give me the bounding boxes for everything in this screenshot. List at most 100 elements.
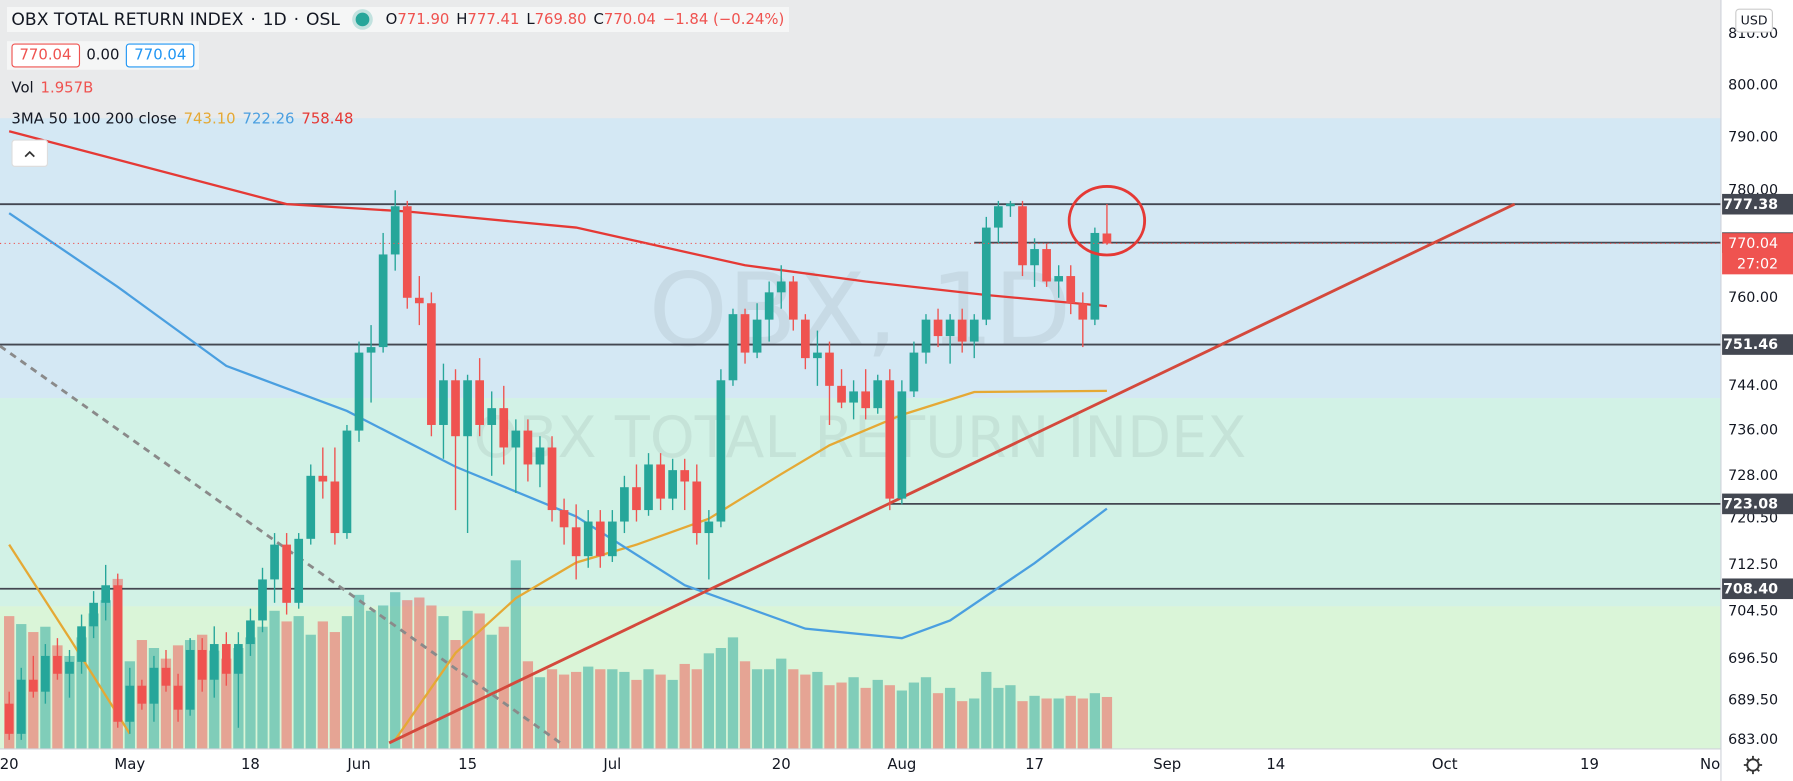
symbol-legend: OBX TOTAL RETURN INDEX · 1D · OSL O771.9… bbox=[6, 6, 789, 33]
y-tick-label: 790.00 bbox=[1728, 130, 1778, 146]
volume-bar bbox=[305, 634, 316, 749]
candle-body bbox=[414, 297, 424, 304]
volume-bar bbox=[848, 677, 859, 749]
candle-body bbox=[632, 487, 641, 511]
volume-bar bbox=[860, 687, 871, 749]
volume-bar bbox=[88, 613, 99, 749]
price-change: −1.84 (−0.24%) bbox=[662, 10, 785, 29]
candle-body bbox=[318, 475, 328, 482]
collapse-icon[interactable] bbox=[13, 141, 47, 166]
ohlc-item: C770.04 bbox=[593, 11, 655, 28]
candle-body bbox=[137, 685, 147, 704]
currency-button[interactable] bbox=[1735, 8, 1773, 33]
candle-body bbox=[330, 481, 340, 534]
volume-bar bbox=[64, 655, 75, 749]
volume-bar bbox=[546, 669, 558, 749]
candle-body bbox=[173, 685, 183, 710]
candle-body bbox=[354, 352, 364, 431]
ma-legend: 3MA 50 100 200 close 743.10 722.26 758.48 bbox=[11, 111, 353, 128]
volume-legend: Vol 1.957B bbox=[11, 80, 93, 97]
volume-bar bbox=[390, 592, 401, 749]
market-status bbox=[355, 12, 370, 27]
candle-body bbox=[342, 430, 352, 534]
volume-bar bbox=[944, 687, 956, 749]
level-label-box bbox=[1722, 578, 1793, 600]
x-tick-label: May bbox=[114, 755, 145, 773]
volume-bar bbox=[510, 560, 521, 749]
x-tick-label: 17 bbox=[1025, 755, 1044, 773]
candle-body bbox=[53, 655, 62, 674]
y-tick-label: 689.50 bbox=[1728, 693, 1778, 709]
bid[interactable]: 770.04 bbox=[11, 43, 80, 68]
y-tick-label: 712.50 bbox=[1728, 557, 1778, 573]
candle-body bbox=[656, 464, 665, 499]
current-price-label: 770.04 bbox=[1728, 236, 1778, 252]
candle-body bbox=[1102, 233, 1112, 244]
collapse-button[interactable] bbox=[11, 139, 49, 167]
ask[interactable]: 770.04 bbox=[126, 43, 195, 68]
separator: · bbox=[293, 9, 300, 30]
level-label-box bbox=[1722, 493, 1793, 515]
y-tick-label: 800.00 bbox=[1728, 78, 1778, 94]
volume-bar bbox=[607, 669, 618, 749]
x-tick-label: Aug bbox=[887, 755, 916, 773]
candle-body bbox=[752, 319, 762, 353]
candle-body bbox=[258, 579, 267, 621]
candle-body bbox=[523, 430, 533, 465]
volume-bar bbox=[969, 698, 980, 749]
volume-bar bbox=[957, 701, 968, 749]
candle-body bbox=[644, 464, 653, 511]
candle-body bbox=[149, 667, 159, 704]
candle-body bbox=[390, 206, 400, 255]
volume-bar bbox=[679, 663, 690, 749]
volume-bar bbox=[293, 616, 304, 749]
separator: · bbox=[250, 9, 256, 30]
candle-body bbox=[475, 380, 484, 425]
settings-icon[interactable] bbox=[1743, 755, 1763, 775]
candle-body bbox=[945, 319, 955, 337]
y-tick-label: 736.00 bbox=[1728, 423, 1778, 439]
volume-bar bbox=[281, 621, 292, 749]
settings-gear-teeth[interactable] bbox=[1743, 755, 1763, 775]
candle-body bbox=[463, 380, 472, 437]
candle-body bbox=[668, 470, 678, 499]
volume-bar bbox=[715, 648, 727, 749]
volume-bar bbox=[872, 679, 883, 749]
volume-bar bbox=[269, 610, 280, 749]
candle-body bbox=[1042, 249, 1051, 282]
current-price-box bbox=[1722, 233, 1793, 275]
candle-body bbox=[680, 470, 690, 482]
volume-bar bbox=[329, 632, 341, 749]
candle-body bbox=[776, 281, 786, 293]
level-label-box bbox=[1722, 193, 1793, 215]
candle-body bbox=[427, 303, 436, 425]
volume-bar bbox=[257, 626, 268, 749]
ohlc-values: O771.90 H777.41 L769.80 C770.04 bbox=[386, 11, 656, 28]
volume-bar bbox=[908, 682, 920, 749]
candle-body bbox=[125, 685, 135, 722]
candle-body bbox=[89, 602, 98, 627]
volume-bar bbox=[1089, 693, 1101, 749]
volume-bar bbox=[920, 677, 932, 749]
candle-body bbox=[897, 391, 907, 499]
volume-bar bbox=[365, 610, 377, 749]
currency-label: USD bbox=[1741, 13, 1768, 28]
volume-bar bbox=[727, 637, 739, 749]
volume-bar bbox=[534, 677, 546, 749]
volume-bar bbox=[474, 613, 485, 749]
candle-body bbox=[65, 661, 74, 674]
candle-body bbox=[378, 254, 388, 348]
volume-bar bbox=[197, 634, 208, 749]
candle-body bbox=[197, 649, 207, 680]
candle-body bbox=[366, 347, 376, 353]
volume-bar bbox=[1077, 698, 1088, 749]
highlight-circle bbox=[1067, 184, 1147, 257]
candle-body bbox=[306, 475, 316, 539]
symbol-title: OBX TOTAL RETURN INDEX bbox=[11, 9, 244, 30]
candle-body bbox=[451, 380, 460, 437]
chevron[interactable] bbox=[24, 150, 35, 158]
volume-bar bbox=[209, 650, 220, 749]
candle-body bbox=[704, 521, 714, 534]
candle-body bbox=[885, 380, 895, 499]
